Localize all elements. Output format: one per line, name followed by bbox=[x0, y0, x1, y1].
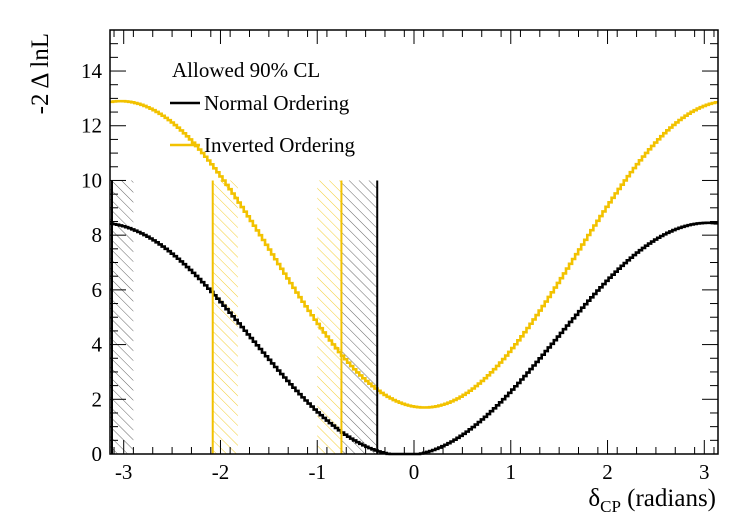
y-axis-title: -2 Δ lnL bbox=[27, 33, 54, 114]
series-line-inverted-ordering bbox=[110, 99, 718, 409]
x-tick-label: -2 bbox=[212, 460, 230, 484]
y-tick-label: 10 bbox=[81, 168, 102, 192]
y-tick-label: 8 bbox=[92, 223, 103, 247]
allowed-region-shading bbox=[110, 180, 378, 455]
x-axis-title-symbol: δ bbox=[588, 485, 600, 512]
boundary-lines bbox=[111, 180, 379, 454]
allowed-region-normal-1 bbox=[341, 180, 378, 455]
legend: Allowed 90% CL Normal Ordering Inverted … bbox=[170, 58, 356, 157]
legend-entry-normal: Normal Ordering bbox=[204, 91, 350, 115]
x-axis-title-subscript: CP bbox=[600, 497, 621, 516]
y-tick-label: 6 bbox=[92, 278, 103, 302]
axis-ticks bbox=[110, 30, 718, 455]
x-tick-label: 0 bbox=[409, 460, 420, 484]
y-tick-label: 12 bbox=[81, 114, 102, 138]
x-axis-title-suffix: (radians) bbox=[621, 485, 716, 512]
y-tick-label: 2 bbox=[92, 387, 103, 411]
x-tick-label: -1 bbox=[308, 460, 326, 484]
x-tick-label: -3 bbox=[115, 460, 133, 484]
curves bbox=[110, 99, 718, 456]
x-tick-label: 2 bbox=[602, 460, 613, 484]
series-line-normal-ordering bbox=[110, 221, 718, 456]
y-tick-label: 0 bbox=[92, 442, 103, 466]
y-tick-label: 14 bbox=[81, 59, 103, 83]
legend-entry-inverted: Inverted Ordering bbox=[204, 133, 356, 157]
x-axis-title: δCP (radians) bbox=[588, 485, 716, 516]
y-tick-label: 4 bbox=[92, 333, 103, 357]
allowed-region-inverted-1 bbox=[317, 180, 342, 455]
x-tick-label: 1 bbox=[506, 460, 517, 484]
x-tick-label: 3 bbox=[699, 460, 710, 484]
plot-frame bbox=[109, 29, 719, 455]
legend-title: Allowed 90% CL bbox=[172, 58, 320, 82]
